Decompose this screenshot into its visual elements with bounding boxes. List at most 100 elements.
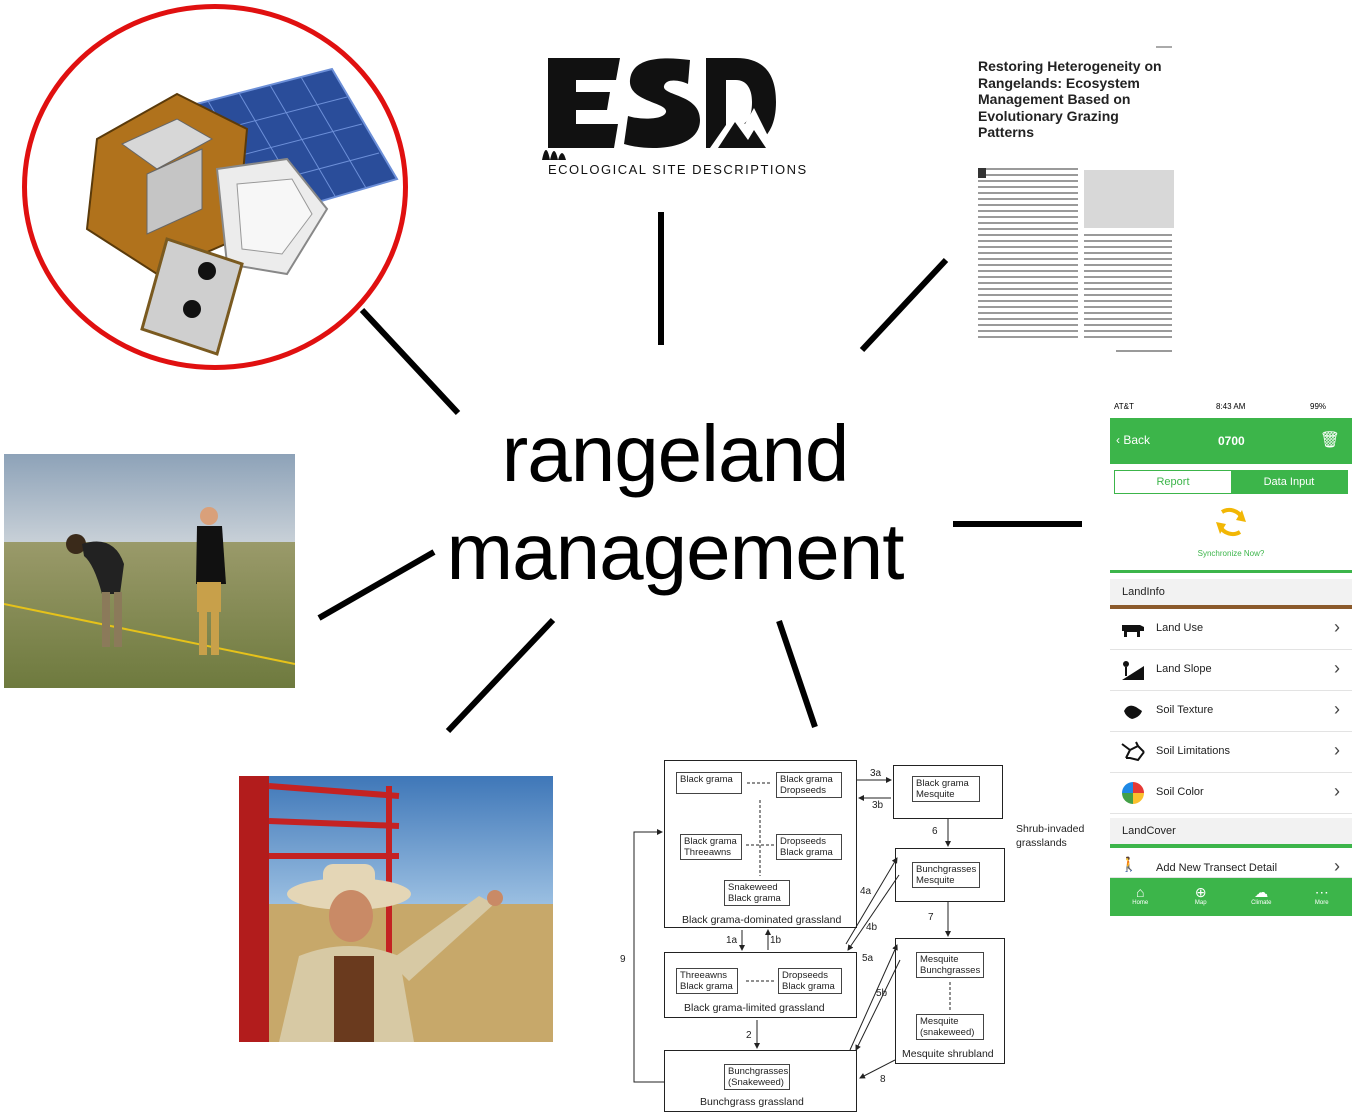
bg-box-1: Bunchgrasses (Snakeweed) xyxy=(724,1064,790,1090)
bottom-nav: ⌂ Home ⊕ Map ☁ Climate ⋯ More xyxy=(1110,878,1352,916)
transition-6: 6 xyxy=(932,826,938,837)
rancher-photo-art xyxy=(239,776,553,1042)
paper-page xyxy=(966,44,1176,356)
back-label: Back xyxy=(1123,433,1151,447)
status-bar: AT&T 8:43 AM 99% xyxy=(1110,398,1352,418)
nav-label: More xyxy=(1314,900,1329,906)
row-soil-limitations[interactable]: Soil Limitations › xyxy=(1110,732,1352,773)
transition-1b: 1b xyxy=(770,935,782,946)
sync-label: Synchronize Now? xyxy=(1197,549,1265,558)
transition-1a: 1a xyxy=(726,935,738,946)
row-land-slope[interactable]: Land Slope › xyxy=(1110,650,1352,691)
transition-3a: 3a xyxy=(870,768,882,779)
section-landcover: LandCover xyxy=(1110,818,1352,844)
header-title: 0700 xyxy=(1218,434,1245,448)
center-title-line1: rangeland xyxy=(501,409,850,498)
nav-map[interactable]: ⊕ Map xyxy=(1171,878,1232,916)
ms-label: Mesquite shrubland xyxy=(902,1048,994,1060)
nav-climate[interactable]: ☁ Climate xyxy=(1231,878,1292,916)
cracked-soil-icon xyxy=(1121,741,1145,762)
transition-4b: 4b xyxy=(866,922,878,933)
spoke-to-paper xyxy=(859,257,949,353)
chevron-left-icon: ‹ xyxy=(1116,433,1120,447)
bgd-box-1: Black grama xyxy=(676,772,742,794)
transition-9: 9 xyxy=(620,954,626,965)
chevron-right-icon: › xyxy=(1334,740,1340,760)
app-header: ‹ Back 0700 🗑 xyxy=(1110,418,1352,464)
nav-label: Climate xyxy=(1251,900,1272,906)
transition-2: 2 xyxy=(746,1030,752,1041)
chevron-right-icon: › xyxy=(1334,699,1340,719)
tab-report[interactable]: Report xyxy=(1115,471,1231,493)
globe-icon: ⊕ xyxy=(1194,884,1207,900)
rancher-photo xyxy=(239,776,553,1042)
esd-subtitle: ECOLOGICAL SITE DESCRIPTIONS xyxy=(548,162,808,177)
transition-5b: 5b xyxy=(876,988,888,999)
walker-plus-icon: 🚶 xyxy=(1120,856,1138,872)
chevron-right-icon: › xyxy=(1334,856,1340,876)
transition-8: 8 xyxy=(880,1074,886,1085)
row-label: Land Slope xyxy=(1156,663,1212,675)
slope-icon xyxy=(1122,661,1144,680)
back-button[interactable]: ‹ Back xyxy=(1116,433,1150,447)
spoke-to-diagram xyxy=(776,620,818,728)
row-label: Soil Limitations xyxy=(1156,745,1230,757)
ms-box-2: Mesquite (snakeweed) xyxy=(916,1014,984,1040)
landpks-app-screenshot: AT&T 8:43 AM 99% ‹ Back 0700 🗑 Report Da… xyxy=(1110,398,1352,916)
row-label: Add New Transect Detail xyxy=(1156,862,1278,874)
transition-4a: 4a xyxy=(860,886,872,897)
transition-3b: 3b xyxy=(872,800,884,811)
center-title-line2: management xyxy=(446,507,905,596)
color-wheel-icon xyxy=(1122,782,1144,804)
row-add-transect[interactable]: 🚶 Add New Transect Detail › xyxy=(1110,848,1352,878)
chevron-right-icon: › xyxy=(1334,781,1340,801)
nav-more[interactable]: ⋯ More xyxy=(1292,878,1353,916)
fieldwork-photo xyxy=(4,454,295,688)
spoke-to-fieldwork xyxy=(317,549,436,621)
bgd-box-5: Snakeweed Black grama xyxy=(724,880,790,906)
cloud-icon: ☁ xyxy=(1254,884,1269,900)
satellite-image xyxy=(22,4,408,370)
row-label: Land Use xyxy=(1156,622,1204,634)
tab-bar: Report Data Input xyxy=(1114,470,1348,494)
nav-label: Map xyxy=(1194,900,1207,906)
sync-button[interactable]: Synchronize Now? xyxy=(1110,502,1352,566)
brown-rule xyxy=(1110,605,1352,609)
si-box-2: Bunchgrasses Mesquite xyxy=(912,862,980,888)
row-label: Soil Color xyxy=(1156,786,1204,798)
transition-5a: 5a xyxy=(862,953,874,964)
chevron-right-icon: › xyxy=(1334,658,1340,678)
transition-7: 7 xyxy=(928,912,934,923)
row-soil-texture[interactable]: Soil Texture › xyxy=(1110,691,1352,732)
chevron-right-icon: › xyxy=(1334,617,1340,637)
nav-home[interactable]: ⌂ Home xyxy=(1110,878,1171,916)
row-land-use[interactable]: Land Use › xyxy=(1110,609,1352,650)
home-icon: ⌂ xyxy=(1136,884,1145,900)
status-time: 8:43 AM xyxy=(1216,402,1246,411)
paper-title: Restoring Heterogeneity on Rangelands: E… xyxy=(978,58,1162,140)
si-box-1: Black grama Mesquite xyxy=(912,776,980,802)
nav-label: Home xyxy=(1132,900,1149,906)
row-soil-color[interactable]: Soil Color › xyxy=(1110,773,1352,814)
spoke-to-rancher xyxy=(445,617,556,734)
tab-data-input[interactable]: Data Input xyxy=(1231,471,1347,493)
sync-icon xyxy=(1216,507,1246,537)
section-landinfo: LandInfo xyxy=(1110,579,1352,605)
trash-icon[interactable]: 🗑 xyxy=(1319,432,1340,449)
esd-logo xyxy=(542,58,776,160)
hand-soil-icon xyxy=(1124,705,1142,719)
si-label: Shrub-invaded grasslands xyxy=(1016,823,1085,849)
ms-box-1: Mesquite Bunchgrasses xyxy=(916,952,984,978)
row-label: Soil Texture xyxy=(1156,704,1214,716)
more-icon: ⋯ xyxy=(1314,884,1329,900)
bgd-box-3: Black grama Threeawns xyxy=(680,834,742,860)
bgl-box-1: Threeawns Black grama xyxy=(676,968,738,994)
center-title: rangeland management xyxy=(430,405,920,601)
bg-label: Bunchgrass grassland xyxy=(700,1096,804,1108)
status-carrier: AT&T xyxy=(1114,402,1134,411)
spoke-to-satellite xyxy=(359,307,461,416)
paper-body-text xyxy=(978,46,1172,352)
green-rule-2 xyxy=(1110,844,1352,848)
